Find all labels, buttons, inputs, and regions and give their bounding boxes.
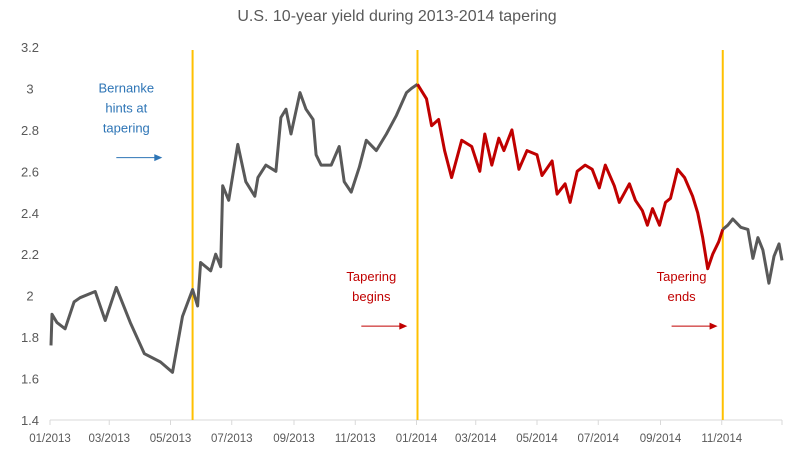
chart-title: U.S. 10-year yield during 2013-2014 tape…	[237, 8, 556, 25]
annotation-text: tapering	[103, 121, 150, 136]
event-lines	[191, 50, 724, 420]
y-tick-label: 1.8	[21, 330, 39, 345]
x-tick-label: 03/2014	[455, 433, 497, 445]
annotation-text: ends	[667, 289, 696, 304]
x-tick-label: 03/2013	[88, 433, 130, 445]
y-tick-label: 1.4	[21, 413, 39, 428]
y-tick-label: 1.6	[21, 372, 39, 387]
x-tick-label: 01/2014	[396, 433, 438, 445]
y-tick-label: 3	[26, 81, 33, 96]
y-tick-label: 2.8	[21, 123, 39, 138]
y-tick-label: 2.2	[21, 247, 39, 262]
annotation-text: begins	[352, 289, 391, 304]
y-tick-label: 2.4	[21, 206, 39, 221]
x-tick-label: 05/2013	[150, 433, 192, 445]
x-tick-label: 11/2014	[701, 433, 742, 445]
x-tick-label: 09/2014	[640, 433, 682, 445]
annotation-text: hints at	[105, 101, 147, 116]
y-tick-label: 2.6	[21, 164, 39, 179]
x-tick-label: 05/2014	[516, 433, 558, 445]
x-tick-label: 11/2013	[335, 433, 376, 445]
series-line-before-tapering	[49, 83, 419, 374]
x-tick-label: 07/2013	[211, 433, 253, 445]
y-axis: 1.4 1.6 1.8 2 2.2 2.4 2.6 2.8 3 3.2	[21, 40, 39, 428]
arrowhead-icon	[399, 322, 408, 330]
arrowhead-icon	[709, 322, 718, 330]
y-tick-label: 2	[26, 289, 33, 304]
series-line-after-tapering	[721, 217, 784, 285]
x-tick-label: 09/2013	[273, 433, 315, 445]
annotation-text: Bernanke	[98, 81, 154, 96]
x-axis: 01/2013 03/2013 05/2013 07/2013 09/2013 11/20…	[29, 419, 783, 445]
annotation-tapering-begins: Tapering begins	[346, 269, 408, 330]
x-tick-label: 07/2014	[577, 433, 619, 445]
series-lines	[49, 83, 784, 374]
annotation-bernanke-hint: Bernanke hints at tapering	[98, 81, 163, 162]
annotation-text: Tapering	[346, 269, 396, 284]
arrowhead-icon	[154, 154, 163, 162]
y-tick-label: 3.2	[21, 40, 39, 55]
x-tick-label: 01/2013	[29, 433, 71, 445]
annotation-tapering-ends: Tapering ends	[657, 269, 718, 330]
annotation-text: Tapering	[657, 269, 707, 284]
series-line-during-tapering	[416, 83, 725, 271]
